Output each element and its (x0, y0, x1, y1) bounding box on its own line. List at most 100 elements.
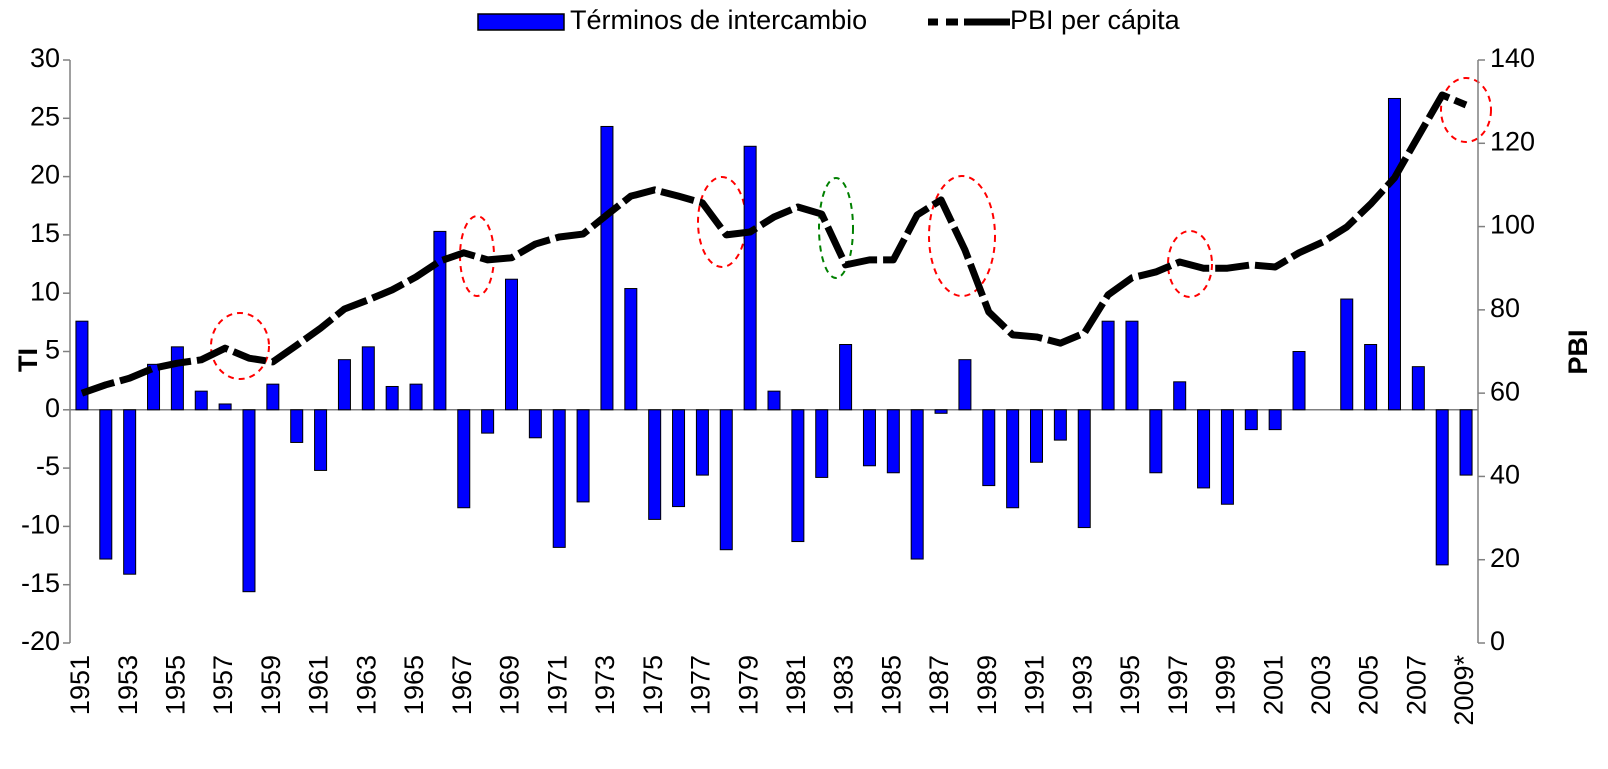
y-tick-label: 30 (30, 43, 60, 73)
bar (75, 320, 89, 411)
annotations (210, 77, 1492, 380)
bar (481, 409, 495, 434)
y-tick-label: 25 (30, 101, 60, 131)
bar (791, 409, 805, 543)
y2-tick-label: 0 (1490, 626, 1505, 656)
x-tick-label: 1955 (161, 655, 191, 715)
y-tick-label: 15 (30, 218, 60, 248)
bar (194, 390, 208, 411)
bar (1364, 344, 1378, 411)
legend-label: Términos de intercambio (570, 5, 867, 35)
bar (433, 230, 447, 411)
x-tick-label: 1987 (924, 655, 954, 715)
x-tick-label: 1991 (1020, 655, 1050, 715)
bar (934, 409, 948, 414)
y-tick-label: -10 (21, 510, 60, 540)
bar (552, 409, 566, 548)
bar (1244, 409, 1258, 431)
x-tick-label: 1957 (208, 655, 238, 715)
line (80, 91, 1468, 397)
y2-tick-label: 140 (1490, 43, 1535, 73)
y-tick-label: 20 (30, 160, 60, 190)
x-tick-label: 1973 (590, 655, 620, 715)
y-tick-label: 5 (45, 335, 60, 365)
legend-label: PBI per cápita (1010, 5, 1181, 35)
x-tick-label: 1965 (399, 655, 429, 715)
x-tick-label: 1951 (65, 655, 95, 715)
bar (1053, 409, 1067, 441)
highlight-circle (1167, 230, 1213, 298)
bar (624, 288, 638, 411)
bar (839, 344, 853, 411)
x-tick-label: 1995 (1115, 655, 1145, 715)
x-tick-label: 1969 (495, 655, 525, 715)
y-tick-label: -20 (21, 626, 60, 656)
highlight-circle (928, 175, 996, 297)
y2-tick-label: 40 (1490, 460, 1520, 490)
bar (123, 409, 137, 575)
x-tick-label: 1963 (351, 655, 381, 715)
bar (314, 409, 328, 471)
bar (1411, 366, 1425, 411)
bar (266, 383, 280, 411)
bar (504, 278, 518, 411)
bar (576, 409, 590, 503)
bar (958, 359, 972, 411)
x-tick-label: 1993 (1067, 655, 1097, 715)
bar (862, 409, 876, 467)
x-tick-label: 1953 (113, 655, 143, 715)
bar (886, 409, 900, 474)
bar (1149, 409, 1163, 474)
bar (1101, 320, 1115, 411)
x-tick-label: 1967 (447, 655, 477, 715)
bar (147, 363, 161, 411)
bar (1125, 320, 1139, 411)
y-tick-label: -5 (36, 451, 60, 481)
x-tick-label: 1975 (638, 655, 668, 715)
bar (242, 409, 256, 593)
bar (982, 409, 996, 487)
highlight-circle (697, 176, 747, 268)
x-tick-label: 1959 (256, 655, 286, 715)
x-tick-label: 1983 (829, 655, 859, 715)
bar (767, 390, 781, 411)
x-tick-label: 1985 (876, 655, 906, 715)
bar (385, 385, 399, 411)
x-tick-label: 2005 (1354, 655, 1384, 715)
bar (528, 409, 542, 439)
y2-tick-label: 100 (1490, 210, 1535, 240)
bar (910, 409, 924, 560)
x-tick-label: 2007 (1401, 655, 1431, 715)
x-tick-label: 1979 (733, 655, 763, 715)
bar (170, 346, 184, 411)
bar (1268, 409, 1282, 431)
x-tick-label: 2001 (1258, 655, 1288, 715)
y2-axis-label: PBI (1563, 329, 1593, 374)
x-tick-label: 1977 (686, 655, 716, 715)
bar (290, 409, 304, 443)
bar (1292, 351, 1306, 411)
bar (648, 409, 662, 520)
x-tick-label: 1997 (1163, 655, 1193, 715)
y2-tick-label: 20 (1490, 543, 1520, 573)
bar (743, 145, 757, 411)
bar (1030, 409, 1044, 463)
y-axis-label: TI (13, 348, 43, 372)
highlight-circle (818, 177, 854, 279)
bar (218, 403, 232, 411)
bar (1435, 409, 1449, 566)
y2-tick-label: 60 (1490, 376, 1520, 406)
bar (457, 409, 471, 509)
bar (695, 409, 709, 476)
bar (600, 125, 614, 411)
y2-tick-label: 120 (1490, 126, 1535, 156)
y-tick-label: 0 (45, 393, 60, 423)
x-tick-label: 2009* (1449, 655, 1479, 726)
highlight-circle (1440, 77, 1492, 143)
bar (361, 346, 375, 411)
bar (337, 359, 351, 411)
x-tick-label: 2003 (1306, 655, 1336, 715)
x-tick-label: 1971 (542, 655, 572, 715)
bar (719, 409, 733, 551)
